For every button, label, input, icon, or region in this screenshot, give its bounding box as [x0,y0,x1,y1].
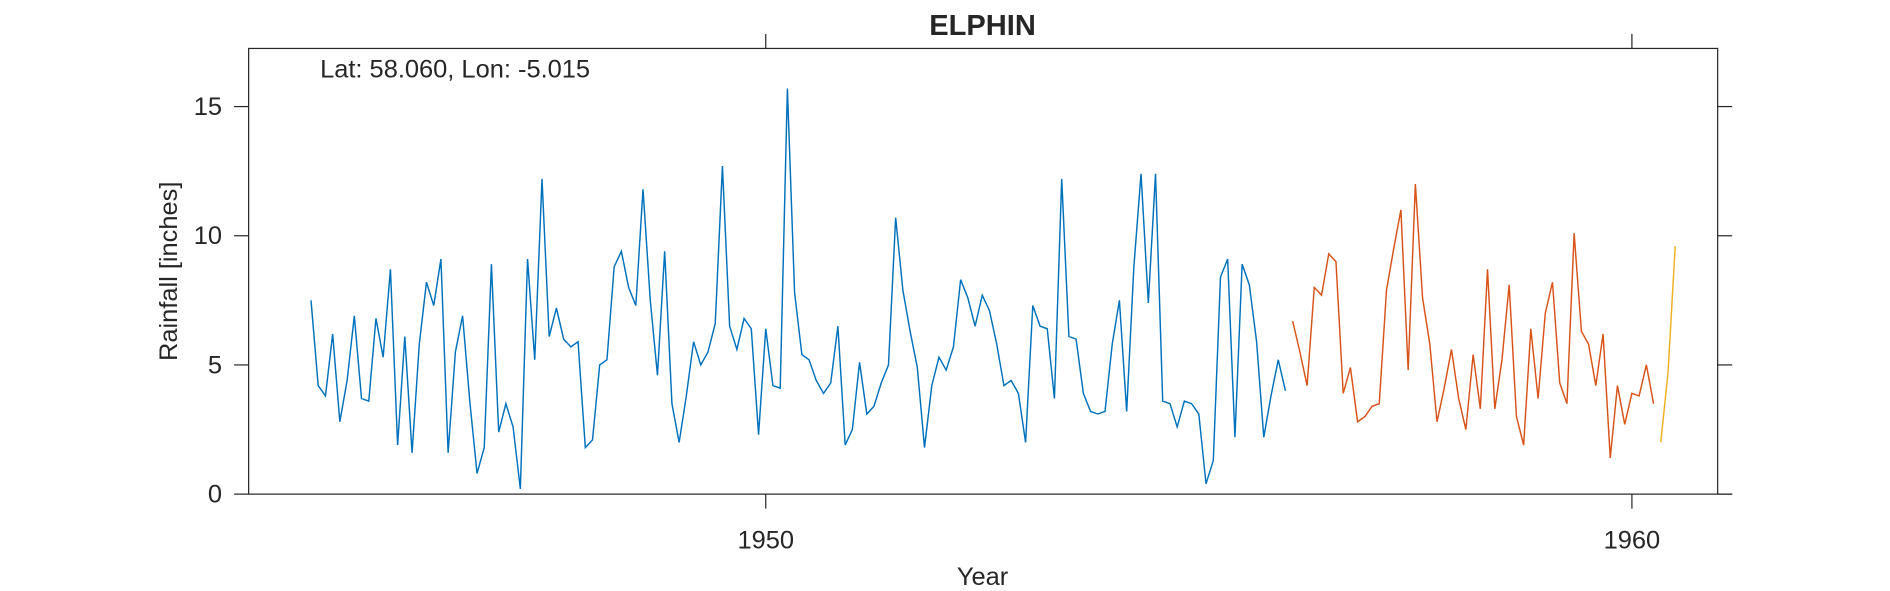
y-tick-label: 15 [194,93,222,121]
y-tick-label: 5 [208,351,222,379]
chart-title: ELPHIN [929,10,1036,42]
y-tick-label: 0 [208,481,222,509]
x-tick-label: 1960 [1604,527,1661,555]
x-axis-label: Year [957,563,1009,591]
y-axis-label: Rainfall [inches] [155,182,183,361]
plot-box [248,47,1719,495]
annotation: Lat: 58.060, Lon: -5.015 [320,56,590,84]
y-tick-label: 10 [194,222,222,250]
data-line [310,88,1287,490]
data-line [1291,184,1655,459]
x-tick-label: 1950 [737,527,794,555]
data-line [1660,246,1676,443]
